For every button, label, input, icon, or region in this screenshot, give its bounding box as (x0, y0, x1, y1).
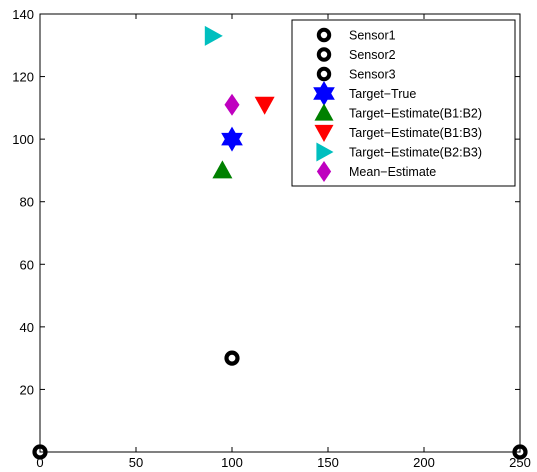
legend-marker (316, 47, 332, 62)
y-tick-label: 80 (20, 195, 34, 210)
legend-label: Sensor1 (349, 29, 396, 43)
marker-sensor1 (32, 444, 48, 460)
legend-marker (316, 66, 332, 82)
marker-sensor3 (224, 350, 240, 366)
legend-marker (316, 142, 334, 162)
y-tick-label: 40 (20, 320, 34, 335)
legend-item: Target−Estimate(B1:B2) (314, 103, 482, 121)
legend-box (291, 19, 516, 187)
marker-target-estimate-b2-b3 (204, 25, 223, 46)
legend-label: Sensor3 (349, 68, 396, 82)
legend-item: Target−Estimate(B2:B3) (316, 142, 482, 162)
legend-marker (314, 124, 334, 142)
marker-target-estimate-b1-b3 (254, 96, 275, 115)
legend-item: Target−True (313, 81, 416, 106)
marker-target-estimate-b1-b2 (212, 160, 233, 179)
legend-label: Mean−Estimate (349, 165, 436, 179)
legend-item: Sensor1 (316, 27, 396, 43)
marker-sensor2 (512, 444, 528, 460)
legend-marker (316, 161, 332, 182)
y-tick-label: 120 (12, 70, 34, 85)
x-tick-label: 150 (317, 455, 339, 470)
y-tick-label: 20 (20, 382, 34, 397)
marker-mean-estimate (224, 93, 240, 116)
legend-label: Target−Estimate(B1:B2) (349, 107, 482, 121)
legend-item: Mean−Estimate (316, 161, 436, 182)
marker-target-true (221, 126, 243, 152)
legend-marker (316, 27, 332, 43)
legend-item: Target−Estimate(B1:B3) (314, 124, 482, 142)
legend-label: Target−True (349, 87, 416, 101)
x-tick-label: 50 (129, 455, 143, 470)
x-tick-label: 250 (509, 455, 531, 470)
legend-label: Target−Estimate(B1:B3) (349, 126, 482, 140)
legend-item: Sensor3 (316, 66, 396, 82)
y-tick-label: 60 (20, 257, 34, 272)
legend-marker (314, 103, 334, 121)
data-markers (32, 25, 528, 460)
legend-marker (313, 81, 335, 106)
y-tick-label: 140 (12, 7, 34, 22)
legend-item: Sensor2 (316, 47, 396, 62)
x-tick-label: 100 (221, 455, 243, 470)
legend: Sensor1 Sensor2 Sensor3 Target−True Target−E… (291, 19, 516, 187)
legend-label: Sensor2 (349, 48, 396, 62)
x-tick-label: 0 (36, 455, 43, 470)
axis-ticks: 0 50 100 150 200 250 20 40 60 80 100 120 140 (12, 7, 531, 470)
x-tick-label: 200 (413, 455, 435, 470)
y-tick-label: 100 (12, 132, 34, 147)
legend-label: Target−Estimate(B2:B3) (349, 146, 482, 160)
